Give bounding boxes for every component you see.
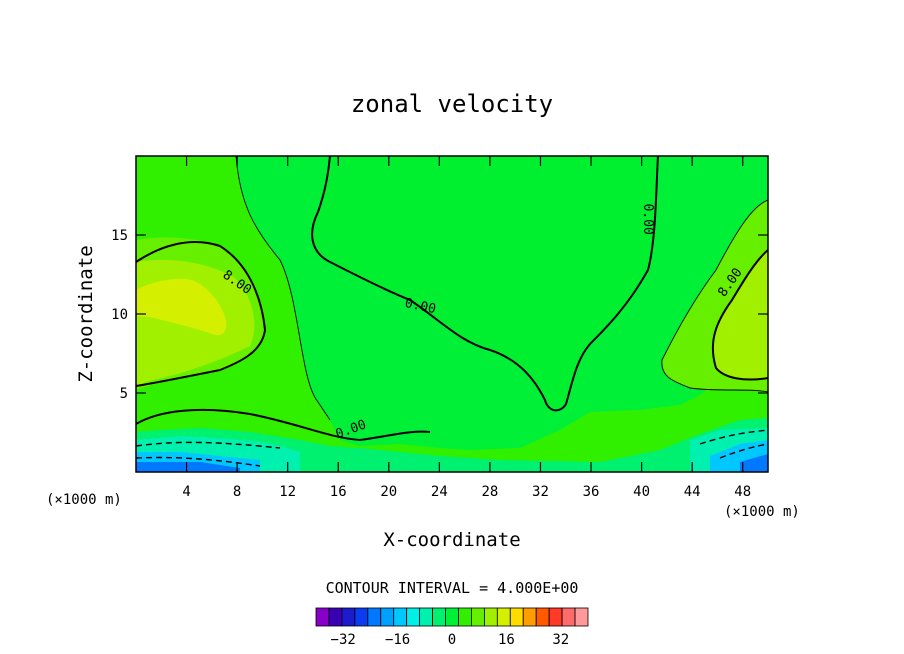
x-tick-label: 4 (182, 484, 190, 500)
chart-title: zonal velocity (351, 90, 553, 118)
x-tick-label: 44 (684, 484, 701, 500)
contour-line-eight-right (711, 249, 768, 381)
y-tick-label: 15 (111, 228, 128, 244)
colorbar-swatch (393, 607, 408, 627)
x-tick-label: 16 (330, 484, 347, 500)
colorbar-swatch (380, 607, 395, 627)
colorbar-swatch (574, 607, 589, 627)
y-tick-label: 5 (120, 386, 128, 402)
colorbar-swatch (522, 607, 537, 627)
colorbar (315, 607, 589, 627)
colorbar-tick-label: 32 (552, 632, 569, 648)
x-axis-label: X-coordinate (383, 529, 520, 551)
region-positive-8-12-right (712, 250, 768, 380)
colorbar-swatch (315, 607, 330, 627)
contour-line-four-right (661, 199, 768, 393)
contour-line-four-left (235, 156, 331, 421)
contour-label: 0.00 (403, 296, 437, 317)
contour-line-zero-surface (136, 408, 431, 442)
region-negative-near-surface-4 (136, 454, 768, 472)
region-positive-0-4 (136, 156, 768, 472)
colorbar-swatch (496, 607, 511, 627)
colorbar-tick-label: −32 (331, 632, 356, 648)
x-tick-label: 28 (481, 484, 498, 500)
colorbar-swatch (445, 607, 459, 627)
plot-area (136, 156, 768, 472)
y-axis-ticks: 5 10 15 (111, 228, 768, 402)
x-tick-label: 40 (633, 484, 650, 500)
colorbar-swatch (354, 607, 369, 627)
colorbar-swatch (419, 607, 433, 627)
colorbar-swatch (548, 607, 563, 627)
colorbar-swatch (328, 607, 343, 627)
x-tick-label: 48 (734, 484, 751, 500)
x-tick-label: 32 (532, 484, 549, 500)
colorbar-tick-label: −16 (385, 632, 410, 648)
x-tick-label: 20 (380, 484, 397, 500)
colorbar-swatch (535, 607, 550, 627)
y-axis-label: Z-coordinate (75, 245, 97, 382)
region-negative-0-4-core (312, 156, 658, 411)
colorbar-tick-labels: −32 −16 0 16 32 (331, 632, 570, 648)
colorbar-swatch (458, 607, 472, 627)
x-unit-label: (×1000 m) (724, 504, 800, 520)
colorbar-tick-label: 0 (448, 632, 456, 648)
contour-line-negative-dashed (136, 429, 768, 467)
contour-line-eight-left (136, 241, 267, 387)
x-tick-label: 12 (279, 484, 296, 500)
region-negative-near-surface-2 (136, 428, 768, 472)
contour-label: 0.00 (640, 204, 655, 235)
y-unit-label: (×1000 m) (46, 492, 122, 508)
colorbar-swatch (432, 607, 446, 627)
contour-interval-text: CONTOUR INTERVAL = 4.000E+00 (326, 579, 579, 597)
colorbar-swatch (406, 607, 421, 627)
contour-line-zero-core (311, 156, 659, 412)
colorbar-swatch (561, 607, 576, 627)
region-positive-12-16-left (136, 278, 227, 336)
x-axis-ticks: 4 8 12 16 20 24 28 32 36 40 44 48 (182, 156, 751, 500)
x-tick-label: 8 (233, 484, 241, 500)
colorbar-swatch (509, 607, 524, 627)
colorbar-swatch (471, 607, 485, 627)
colorbar-swatch (367, 607, 382, 627)
colorbar-swatch (341, 607, 356, 627)
x-tick-label: 36 (583, 484, 600, 500)
y-tick-label: 10 (111, 307, 128, 323)
x-tick-label: 24 (431, 484, 448, 500)
colorbar-swatch (483, 607, 498, 627)
colorbar-tick-label: 16 (498, 632, 515, 648)
